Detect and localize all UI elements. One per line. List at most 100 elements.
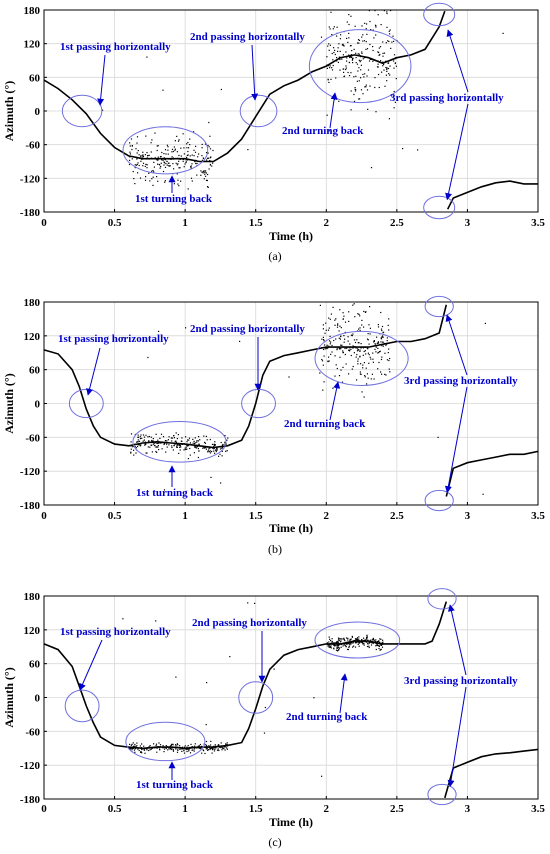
data-point xyxy=(348,37,350,39)
data-point xyxy=(198,153,200,155)
data-point xyxy=(348,646,350,649)
data-point xyxy=(155,446,157,448)
data-point xyxy=(209,148,212,150)
data-point xyxy=(136,136,139,138)
data-point xyxy=(172,748,174,751)
data-point xyxy=(157,180,159,182)
data-point xyxy=(185,158,187,160)
data-point xyxy=(180,147,182,149)
data-point xyxy=(194,443,196,445)
data-point xyxy=(204,752,206,755)
data-point xyxy=(153,171,155,173)
data-point xyxy=(365,311,367,313)
data-point xyxy=(323,339,325,341)
data-point xyxy=(370,167,373,169)
data-point xyxy=(225,743,227,745)
y-axis-label: Azimuth (°) xyxy=(2,373,16,433)
data-point xyxy=(151,440,153,442)
data-point xyxy=(196,441,198,443)
data-point xyxy=(202,159,204,161)
data-point xyxy=(202,157,205,159)
data-point xyxy=(390,59,392,61)
data-point xyxy=(175,440,177,442)
data-point xyxy=(388,40,390,43)
data-point xyxy=(136,157,138,159)
data-point xyxy=(379,46,382,48)
data-point xyxy=(353,339,356,341)
data-point xyxy=(393,107,395,109)
y-tick-label: 120 xyxy=(24,39,41,51)
data-point xyxy=(182,133,184,135)
data-point xyxy=(363,637,365,639)
data-point xyxy=(367,333,369,335)
data-point xyxy=(218,744,220,746)
data-point xyxy=(142,154,144,156)
data-point xyxy=(340,344,342,346)
data-point xyxy=(166,440,168,442)
data-point xyxy=(204,441,206,443)
data-point xyxy=(437,436,439,438)
data-point xyxy=(132,747,134,749)
data-point xyxy=(165,163,167,165)
data-point xyxy=(380,60,382,62)
data-point xyxy=(381,646,384,648)
highlight-ellipse xyxy=(122,126,209,175)
data-point xyxy=(323,348,325,351)
data-point xyxy=(138,749,140,752)
data-point xyxy=(140,444,142,446)
data-point xyxy=(213,750,216,752)
data-point xyxy=(174,148,176,150)
data-point xyxy=(136,158,138,160)
data-point xyxy=(158,742,160,744)
data-point xyxy=(327,45,329,47)
data-point xyxy=(327,360,329,363)
data-point xyxy=(338,639,340,641)
highlight-ellipse xyxy=(424,489,454,512)
annotation-label: 3rd passing horizontally xyxy=(404,375,518,387)
data-point xyxy=(189,454,191,456)
data-point xyxy=(224,443,226,445)
data-point xyxy=(209,438,211,441)
data-point xyxy=(129,142,131,144)
data-point xyxy=(329,643,332,645)
data-point xyxy=(185,436,187,438)
data-point xyxy=(130,744,132,746)
data-point xyxy=(151,451,153,453)
data-point xyxy=(378,640,380,642)
data-point xyxy=(182,158,184,160)
data-point xyxy=(328,345,330,347)
data-point xyxy=(337,645,339,647)
data-point xyxy=(339,348,341,350)
data-point xyxy=(130,451,132,453)
data-point xyxy=(158,163,160,166)
data-point xyxy=(372,60,374,62)
data-point xyxy=(383,10,385,12)
data-point xyxy=(354,25,356,27)
data-point xyxy=(386,359,388,361)
data-point xyxy=(348,641,350,643)
data-point xyxy=(158,449,160,451)
data-point xyxy=(339,38,341,40)
data-point xyxy=(220,747,222,749)
data-point xyxy=(213,443,215,445)
data-point xyxy=(359,350,361,352)
data-point xyxy=(335,338,337,340)
data-point xyxy=(362,643,364,645)
data-point xyxy=(381,325,384,328)
data-point xyxy=(343,643,345,646)
data-point xyxy=(178,139,180,141)
highlight-ellipse xyxy=(314,621,401,659)
data-point xyxy=(360,89,363,91)
data-point xyxy=(342,645,344,647)
panel-caption: (c) xyxy=(268,835,281,849)
data-point xyxy=(165,747,167,749)
data-point xyxy=(370,644,373,646)
data-point xyxy=(322,336,324,338)
data-point xyxy=(348,14,350,16)
data-point xyxy=(179,443,181,445)
data-point xyxy=(348,311,350,313)
data-point xyxy=(288,376,290,378)
annotation-arrow xyxy=(339,673,348,714)
data-point xyxy=(362,40,364,42)
data-point xyxy=(336,642,338,644)
